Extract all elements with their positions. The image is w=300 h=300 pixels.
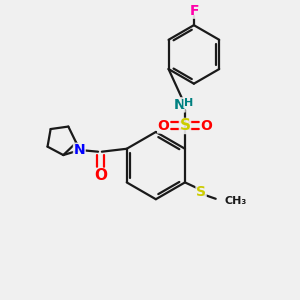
Text: N: N: [173, 98, 185, 112]
Text: S: S: [196, 185, 206, 199]
Text: H: H: [184, 98, 193, 107]
Text: S: S: [179, 118, 191, 134]
Text: O: O: [200, 119, 212, 133]
Text: F: F: [190, 4, 199, 18]
Text: O: O: [158, 119, 170, 133]
Text: N: N: [74, 143, 85, 157]
Text: CH₃: CH₃: [224, 196, 247, 206]
Text: O: O: [94, 169, 107, 184]
